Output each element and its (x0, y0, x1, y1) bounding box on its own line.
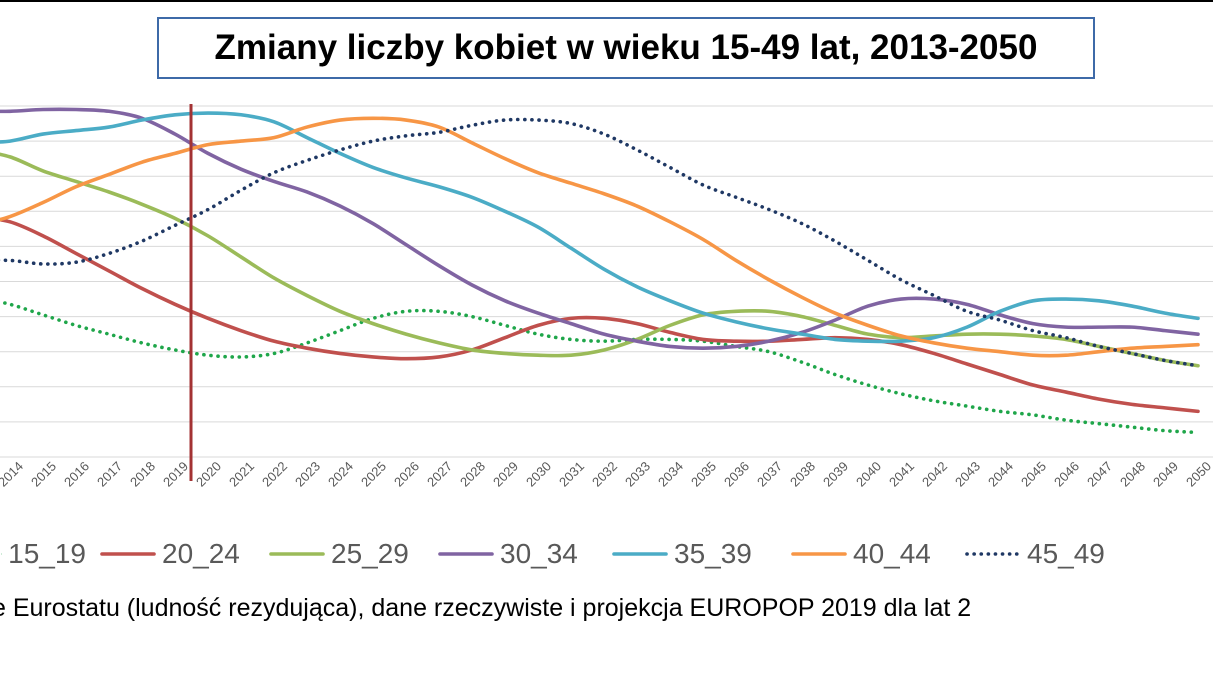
chart-title-box: Zmiany liczby kobiet w wieku 15-49 lat, … (157, 17, 1095, 79)
legend-swatch-20_24 (100, 552, 156, 556)
chart-legend: 15_19 20_24 25_29 30_34 35_39 40_44 45_49 (0, 534, 1177, 574)
legend-item-45_49: 45_49 (965, 538, 1145, 570)
x-tick-label: 2021 (226, 459, 257, 490)
legend-item-35_39: 35_39 (612, 538, 777, 570)
top-border-rule (0, 0, 1213, 2)
legend-item-40_44: 40_44 (791, 538, 951, 570)
x-tick-label: 2022 (259, 459, 290, 490)
series-line-25_29 (0, 152, 1200, 368)
legend-item-30_34: 30_34 (438, 538, 598, 570)
x-tick-label: 2032 (589, 459, 620, 490)
x-tick-label: 2039 (820, 459, 851, 490)
legend-item-15_19: 15_19 (0, 538, 86, 570)
x-tick-label: 2041 (886, 459, 917, 490)
x-tick-label: 2050 (1183, 459, 1213, 490)
x-tick-label: 2037 (754, 459, 785, 490)
legend-swatch-30_34 (438, 552, 494, 556)
x-tick-label: 2020 (193, 459, 224, 490)
x-tick-label: 2033 (622, 459, 653, 490)
x-tick-label: 2028 (457, 459, 488, 490)
x-tick-label: 2048 (1117, 459, 1148, 490)
series-line-40_44 (0, 116, 1200, 358)
x-tick-label: 2017 (94, 459, 125, 490)
x-tick-label: 2043 (952, 459, 983, 490)
legend-label: 25_29 (331, 538, 409, 569)
x-tick-label: 2014 (0, 459, 26, 490)
legend-label: 40_44 (853, 538, 931, 569)
x-tick-label: 2034 (655, 459, 686, 490)
x-tick-label: 2018 (127, 459, 158, 490)
x-tick-label: 2019 (160, 459, 191, 490)
legend-item-20_24: 20_24 (100, 538, 255, 570)
x-tick-label: 2049 (1150, 459, 1181, 490)
chart-title: Zmiany liczby kobiet w wieku 15-49 lat, … (214, 28, 1038, 67)
x-tick-label: 2045 (1018, 459, 1049, 490)
x-tick-label: 2027 (424, 459, 455, 490)
x-tick-label: 2024 (325, 459, 356, 490)
legend-swatch-45_49 (965, 552, 1021, 556)
x-tick-label: 2023 (292, 459, 323, 490)
x-tick-label: 2025 (358, 459, 389, 490)
x-tick-label: 2016 (61, 459, 92, 490)
x-tick-label: 2046 (1051, 459, 1082, 490)
x-tick-label: 2031 (556, 459, 587, 490)
legend-label: 20_24 (162, 538, 240, 569)
legend-label: 15_19 (8, 538, 86, 569)
legend-swatch-15_19 (0, 552, 3, 556)
series-line-30_34 (0, 107, 1200, 350)
x-tick-label: 2035 (688, 459, 719, 490)
legend-label: 35_39 (674, 538, 752, 569)
legend-swatch-25_29 (269, 552, 325, 556)
x-tick-label: 2038 (787, 459, 818, 490)
series-line-45_49 (0, 117, 1200, 368)
x-tick-label: 2029 (490, 459, 521, 490)
legend-swatch-35_39 (612, 552, 668, 556)
source-note: e Eurostatu (ludność rezydująca), dane r… (0, 594, 972, 622)
x-tick-label: 2040 (853, 459, 884, 490)
x-tick-label: 2026 (391, 459, 422, 490)
x-tick-label: 2042 (919, 459, 950, 490)
x-tick-label: 2044 (985, 459, 1016, 490)
x-tick-label: 2030 (523, 459, 554, 490)
legend-swatch-40_44 (791, 552, 847, 556)
x-tick-label: 2015 (28, 459, 59, 490)
series-line-35_39 (0, 111, 1200, 344)
legend-label: 30_34 (500, 538, 578, 569)
legend-label: 45_49 (1027, 538, 1105, 569)
x-tick-label: 2036 (721, 459, 752, 490)
legend-item-25_29: 25_29 (269, 538, 424, 570)
x-tick-label: 2047 (1084, 459, 1115, 490)
series-line-20_24 (0, 217, 1200, 414)
